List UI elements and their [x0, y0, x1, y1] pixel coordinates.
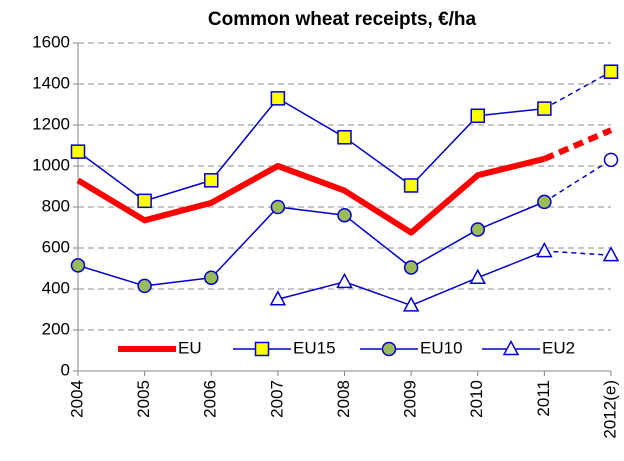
data-point [469, 268, 487, 284]
legend-label: EU10 [420, 338, 463, 357]
data-point [137, 278, 152, 294]
data-point [470, 222, 485, 237]
chart-title: Common wheat receipts, €/ha [208, 9, 477, 30]
x-tick-label: 2005 [134, 380, 153, 418]
series-line-estimate [543, 127, 613, 162]
legend-marker [254, 341, 270, 357]
y-tick-label: 0 [61, 360, 70, 379]
legend-marker [502, 339, 520, 356]
x-tick-label: 2007 [267, 380, 286, 418]
x-tick-label: 2009 [401, 380, 420, 418]
data-point [204, 173, 219, 188]
legend-label: EU [178, 338, 202, 357]
series-line [76, 155, 546, 236]
x-tick-label: 2004 [67, 380, 86, 418]
legend-label: EU2 [542, 338, 575, 357]
y-tick-label: 1200 [32, 114, 70, 133]
series-line [77, 201, 545, 287]
series-line-estimate [543, 159, 612, 203]
data-point [137, 193, 152, 209]
data-point [603, 152, 619, 168]
data-point [337, 130, 352, 145]
series-line-estimate [544, 71, 612, 110]
data-point [403, 178, 419, 193]
series-line [77, 97, 545, 202]
legend-label: EU15 [293, 338, 336, 357]
y-tick-label: 400 [42, 278, 70, 297]
data-point [403, 260, 419, 275]
data-point [537, 194, 552, 210]
data-point [269, 290, 287, 306]
data-point [70, 144, 86, 159]
y-tick-label: 600 [42, 237, 70, 256]
data-point [470, 108, 485, 124]
data-point [536, 241, 553, 258]
y-tick-label: 1000 [32, 155, 70, 174]
y-tick-label: 1400 [32, 73, 70, 92]
y-tick-label: 800 [42, 196, 70, 215]
data-point [270, 199, 286, 215]
data-point [204, 270, 219, 285]
data-point [402, 296, 420, 312]
data-point [337, 207, 352, 223]
data-point [336, 272, 353, 289]
x-tick-label: 2012(e) [600, 380, 619, 439]
data-point [602, 246, 620, 262]
x-tick-label: 2008 [334, 380, 353, 418]
data-point [70, 258, 86, 273]
x-tick-label: 2006 [201, 380, 220, 418]
data-point [270, 91, 286, 106]
series-line-estimate [544, 250, 612, 256]
y-tick-label: 1600 [32, 32, 70, 51]
data-point [603, 64, 619, 79]
x-tick-label: 2010 [467, 380, 486, 418]
data-point [537, 101, 552, 116]
x-tick-label: 2011 [534, 380, 553, 417]
y-tick-label: 200 [42, 319, 70, 338]
legend-marker [381, 341, 397, 357]
